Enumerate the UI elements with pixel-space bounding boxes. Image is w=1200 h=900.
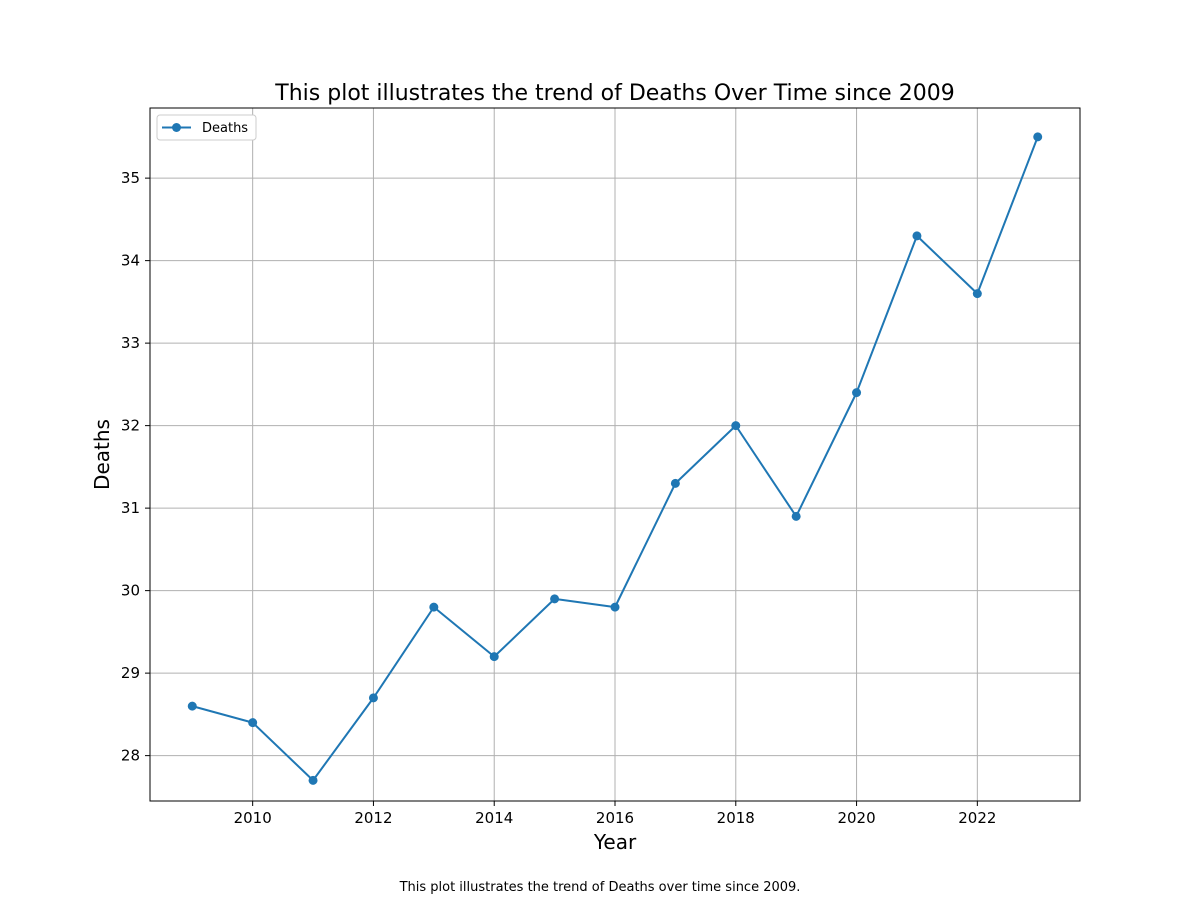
y-tick-label: 34 — [121, 252, 140, 270]
grid-lines — [150, 108, 1080, 801]
y-tick-label: 31 — [121, 499, 140, 517]
y-axis-label: Deaths — [90, 419, 114, 490]
data-point — [550, 594, 560, 604]
figure-caption: This plot illustrates the trend of Death… — [399, 880, 801, 895]
data-point — [852, 388, 862, 398]
data-point — [368, 693, 378, 703]
y-tick-label: 32 — [121, 417, 140, 435]
x-tick-label: 2016 — [596, 809, 634, 827]
data-point — [791, 511, 801, 521]
y-tick-label: 30 — [121, 582, 140, 600]
data-point — [972, 289, 982, 299]
data-point — [731, 421, 741, 431]
data-point — [429, 602, 439, 612]
x-tick-label: 2014 — [475, 809, 513, 827]
legend: Deaths — [156, 114, 257, 141]
series-layer — [187, 132, 1043, 785]
chart-title: This plot illustrates the trend of Death… — [274, 81, 954, 106]
y-tick-label: 33 — [121, 334, 140, 352]
x-tick-label: 2018 — [717, 809, 755, 827]
data-point — [187, 701, 197, 711]
data-point — [610, 602, 620, 612]
y-axis-ticks: 28 29 30 31 32 33 34 35 — [121, 169, 150, 765]
data-point — [670, 478, 680, 488]
y-tick-label: 28 — [121, 747, 140, 765]
data-point — [912, 231, 922, 241]
data-point — [1033, 132, 1043, 142]
x-axis-ticks: 2010 2012 2014 2016 2018 2020 2022 — [234, 801, 996, 827]
x-tick-label: 2012 — [354, 809, 392, 827]
data-point — [308, 775, 318, 785]
y-tick-label: 35 — [121, 169, 140, 187]
legend-label: Deaths — [202, 121, 248, 136]
y-tick-label: 29 — [121, 664, 140, 682]
data-point — [248, 718, 258, 728]
legend-marker — [172, 123, 181, 132]
legend-box — [156, 114, 257, 141]
x-tick-label: 2020 — [837, 809, 875, 827]
data-point — [489, 652, 499, 662]
x-tick-label: 2022 — [958, 809, 996, 827]
x-tick-label: 2010 — [234, 809, 272, 827]
x-axis-label: Year — [593, 830, 637, 854]
